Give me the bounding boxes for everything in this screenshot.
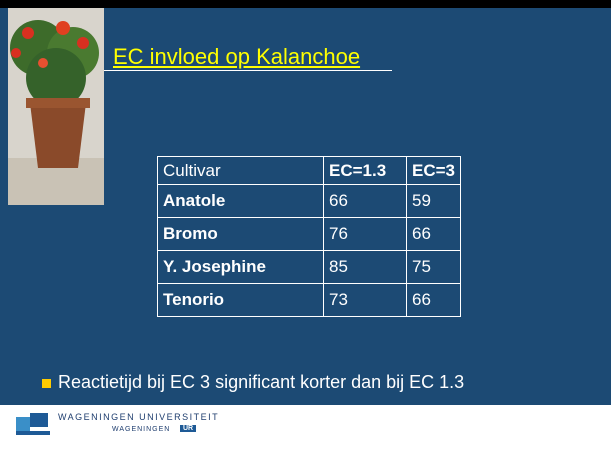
value-cell: 76 — [324, 218, 407, 251]
brand-tag: UR — [180, 425, 196, 432]
value-cell: 85 — [324, 251, 407, 284]
header-cell: EC=3 — [407, 157, 461, 185]
value-cell: 66 — [407, 284, 461, 317]
row-label: Anatole — [158, 185, 324, 218]
row-label: Y. Josephine — [158, 251, 324, 284]
bullet-marker — [42, 379, 51, 388]
top-bar — [0, 0, 611, 8]
value-cell: 59 — [407, 185, 461, 218]
bullet-text: Reactietijd bij EC 3 significant korter … — [58, 372, 464, 393]
value-cell: 75 — [407, 251, 461, 284]
row-label: Tenorio — [158, 284, 324, 317]
value-cell: 66 — [324, 185, 407, 218]
value-cell: 73 — [324, 284, 407, 317]
slide: EC invloed op Kalanchoe Cultivar EC=1.3 … — [0, 0, 611, 461]
logo-mark — [16, 413, 50, 435]
header-cell: EC=1.3 — [324, 157, 407, 185]
brand-name: WAGENINGEN — [112, 426, 170, 433]
row-label: Bromo — [158, 218, 324, 251]
slide-title: EC invloed op Kalanchoe — [113, 44, 360, 70]
footer: WAGENINGEN UNIVERSITEIT WAGENINGEN UR — [0, 405, 611, 461]
university-name: WAGENINGEN UNIVERSITEIT — [58, 412, 219, 422]
photo — [8, 8, 104, 205]
title-rule — [104, 70, 392, 71]
header-row: Cultivar EC=1.3 EC=3 — [158, 157, 461, 185]
value-cell: 66 — [407, 218, 461, 251]
header-cell: Cultivar — [158, 157, 324, 185]
